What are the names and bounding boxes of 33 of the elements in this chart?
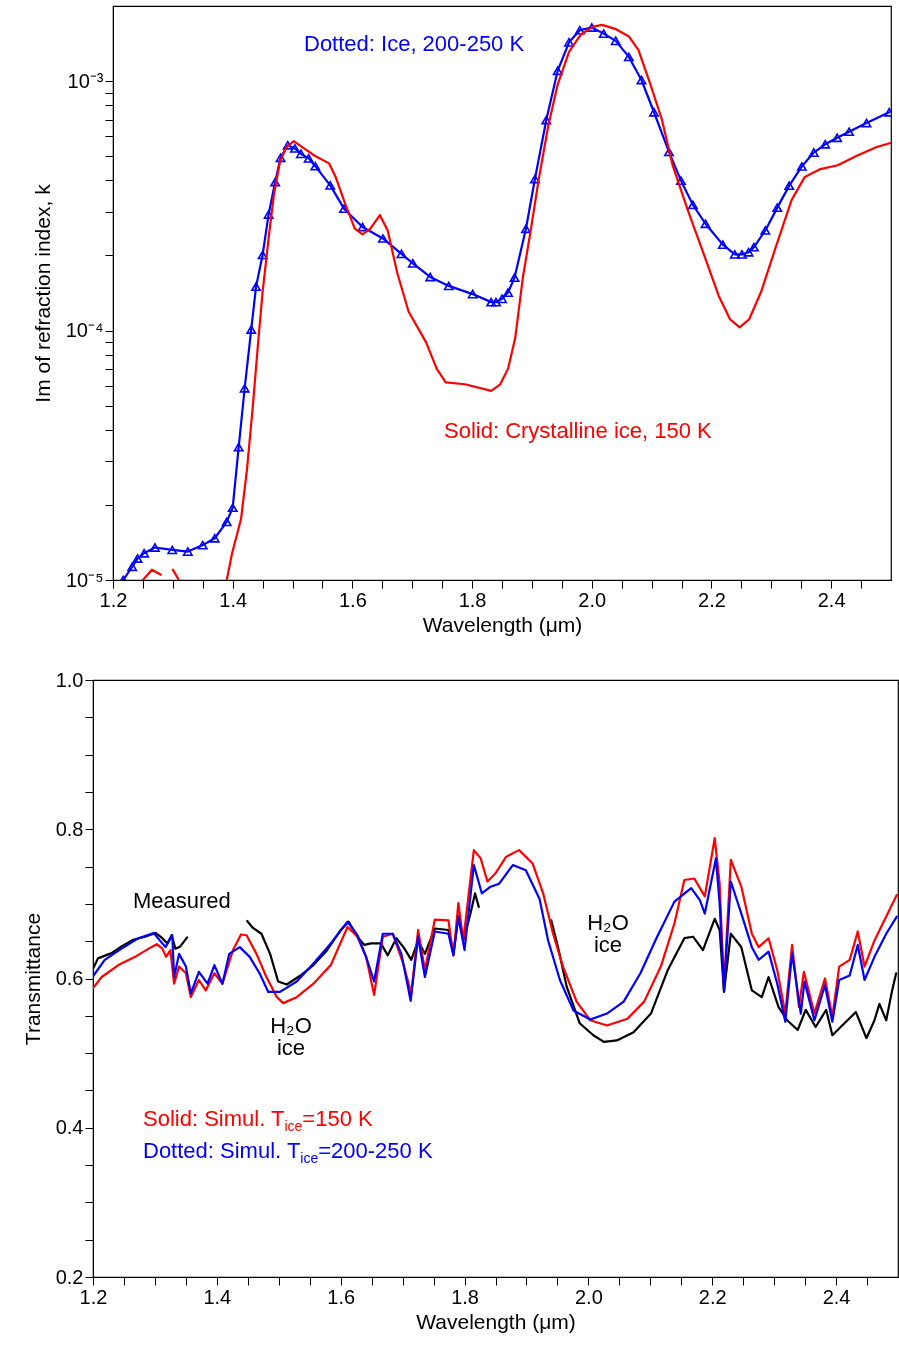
series-label: Solid: Crystalline ice, 150 K [444, 418, 712, 443]
x-tick-label: 1.2 [99, 588, 128, 611]
annotation: H₂O ice [586, 910, 630, 957]
x-tick-label: 1.6 [338, 588, 367, 611]
y-tick-label: 0.2 [55, 1265, 84, 1288]
x-tick-label: 1.2 [79, 1285, 108, 1308]
y-tick-label: 10⁻⁴ [65, 319, 104, 342]
x-tick-label: 2.0 [578, 588, 607, 611]
y-tick-label: 10⁻³ [67, 69, 104, 92]
x-tick-label: 1.8 [458, 588, 487, 611]
y-axis-title: Transmittance [20, 912, 44, 1046]
x-tick-label: 2.2 [698, 588, 726, 611]
y-tick-label: 1.0 [55, 668, 84, 691]
text: Dotted: Simul. T$_{ice}$=200-250 K [143, 1138, 433, 1167]
annotation: H₂O ice [269, 1013, 313, 1060]
y-tick-label: 0.8 [55, 817, 84, 840]
x-tick-label: 2.2 [698, 1285, 727, 1308]
series-label: Dotted: Ice, 200-250 K [304, 31, 525, 56]
y-tick-label: 10⁻⁵ [65, 568, 104, 591]
x-tick-label: 2.0 [574, 1285, 603, 1308]
y-tick-label: 0.4 [55, 1116, 84, 1139]
text: Solid: Simul. T$_{ice}$=150 K [143, 1106, 373, 1135]
x-axis-title: Wavelength (μm) [422, 612, 583, 636]
x-tick-label: 1.4 [203, 1285, 232, 1308]
x-axis-title: Wavelength (μm) [416, 1309, 576, 1333]
x-tick-label: 1.4 [219, 588, 248, 611]
series-label: Measured [133, 888, 231, 913]
x-tick-label: 2.4 [817, 588, 846, 611]
x-tick-label: 2.4 [822, 1285, 851, 1308]
y-axis-title: Im of refraction index, k [30, 183, 54, 403]
y-tick-label: 0.6 [55, 967, 84, 989]
x-tick-label: 1.6 [327, 1285, 356, 1308]
x-tick-label: 1.8 [451, 1285, 479, 1308]
